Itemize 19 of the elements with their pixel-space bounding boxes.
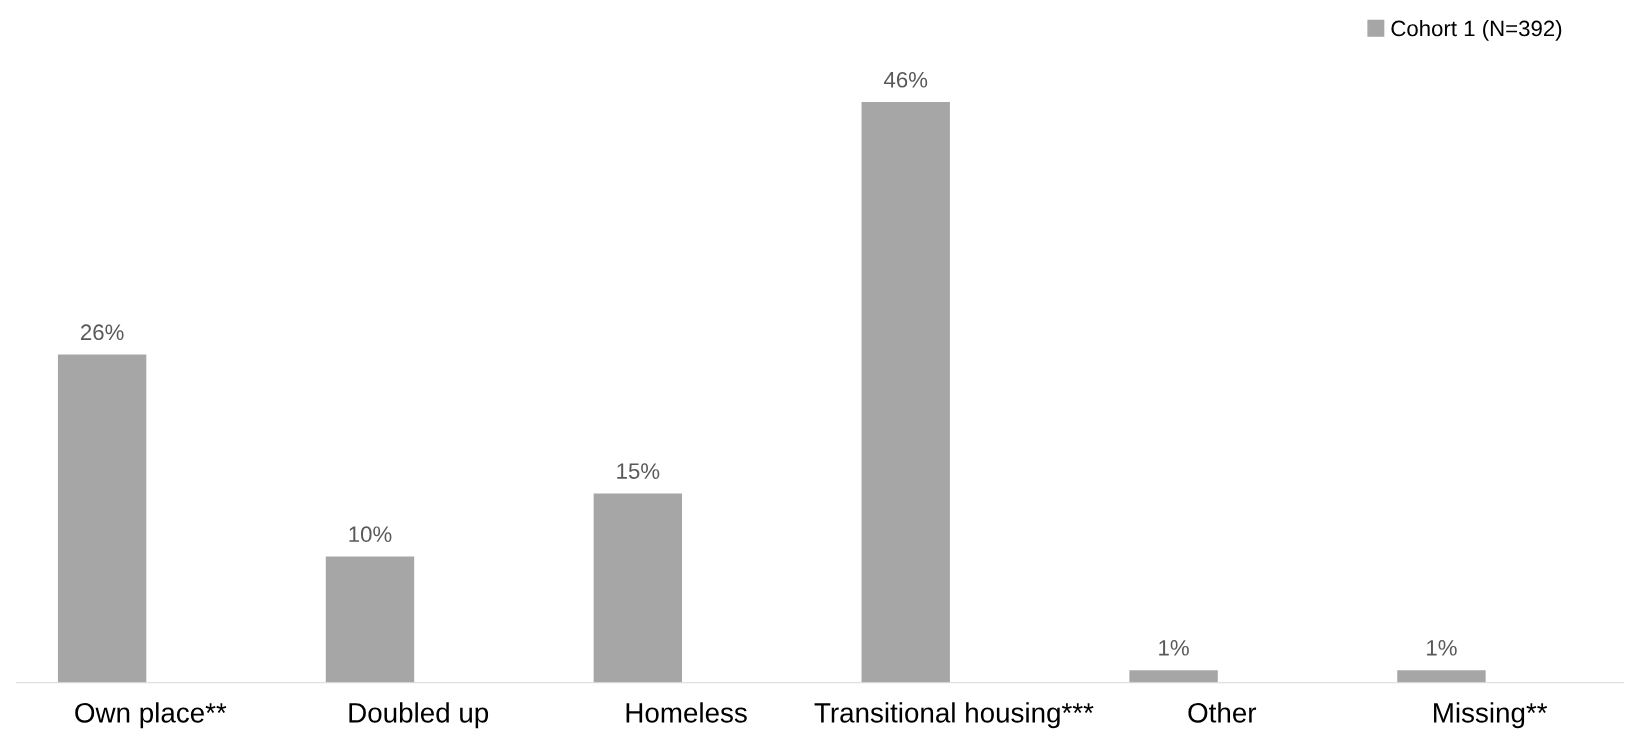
- data-label: 10%: [349, 526, 392, 543]
- bar: [325, 556, 415, 683]
- x-tick-label: Other: [1188, 702, 1257, 723]
- bar: [1129, 670, 1218, 683]
- bar: [861, 102, 950, 683]
- legend-label: Cohort 1 (N=392): [1391, 20, 1562, 41]
- x-tick-label: Homeless: [626, 702, 747, 723]
- data-label: 15%: [617, 463, 660, 479]
- bar: [593, 493, 683, 683]
- data-label: 46%: [883, 71, 928, 88]
- x-tick-label: Own place**: [75, 702, 227, 729]
- x-tick-label: Transitional housing***: [814, 702, 1094, 729]
- x-tick-label: Missing**: [1434, 702, 1548, 729]
- data-label: 1%: [1427, 640, 1457, 656]
- bar: [1397, 670, 1486, 683]
- data-label: 26%: [81, 324, 124, 341]
- bar: [57, 354, 147, 683]
- data-label: 1%: [1159, 640, 1189, 656]
- x-tick-label: Doubled up: [349, 702, 489, 729]
